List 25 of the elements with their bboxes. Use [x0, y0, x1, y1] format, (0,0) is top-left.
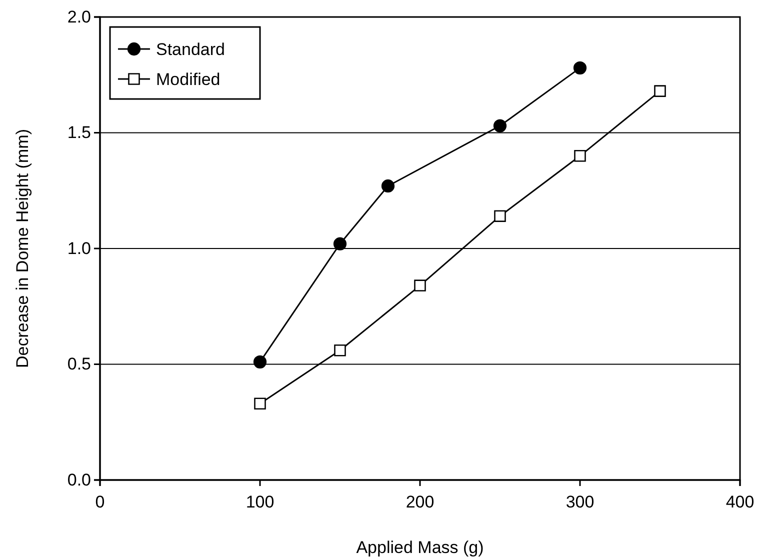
- x-tick-label: 200: [406, 492, 434, 512]
- point: [381, 179, 395, 193]
- point: [654, 85, 666, 97]
- point: [333, 237, 347, 250]
- point: [574, 150, 586, 162]
- y-tick-label: 0.0: [67, 470, 91, 490]
- x-axis-title: Applied Mass (g): [356, 538, 484, 557]
- point: [414, 280, 426, 292]
- y-tick-label: 2.0: [67, 7, 91, 26]
- legend-label: Standard: [156, 40, 225, 59]
- x-tick-label: 100: [246, 492, 274, 512]
- y-axis-title: Decrease in Dome Height (mm): [13, 128, 32, 368]
- y-tick-label: 1.0: [67, 238, 91, 258]
- legend-label: Modified: [156, 70, 220, 89]
- point: [334, 344, 346, 356]
- x-tick-label: 0: [95, 492, 105, 512]
- y-tick-label: 0.5: [67, 354, 91, 374]
- point: [253, 355, 267, 368]
- x-tick-label: 300: [566, 492, 594, 512]
- point: [494, 210, 506, 222]
- point: [493, 119, 507, 132]
- y-tick-label: 1.5: [67, 123, 91, 142]
- x-tick-label: 400: [726, 492, 754, 512]
- point: [573, 61, 587, 74]
- point: [254, 398, 266, 410]
